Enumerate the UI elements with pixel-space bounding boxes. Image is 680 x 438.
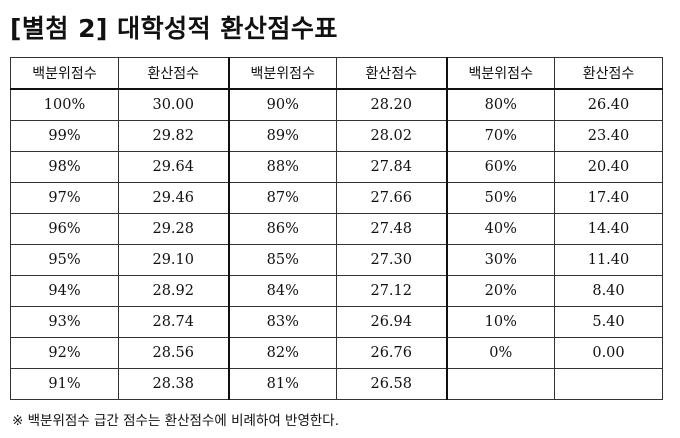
converted-score-cell: 26.40 — [554, 88, 663, 121]
percentile-cell: 50% — [446, 182, 555, 214]
percentile-cell: 93% — [10, 306, 119, 338]
percentile-cell: 90% — [228, 88, 337, 121]
table-row: 98% 29.64 88% 27.84 60% 20.40 — [10, 151, 663, 183]
table-row: 91% 28.38 81% 26.58 — [10, 368, 663, 400]
converted-score-cell: 26.94 — [336, 306, 448, 338]
percentile-cell: 89% — [228, 120, 337, 152]
percentile-cell: 88% — [228, 151, 337, 183]
percentile-cell: 82% — [228, 337, 337, 369]
percentile-cell: 97% — [10, 182, 119, 214]
percentile-cell — [446, 368, 555, 400]
percentile-cell: 81% — [228, 368, 337, 400]
header-converted-score: 환산점수 — [554, 57, 663, 90]
percentile-cell: 99% — [10, 120, 119, 152]
percentile-cell: 80% — [446, 88, 555, 121]
converted-score-cell: 11.40 — [554, 244, 663, 276]
percentile-cell: 40% — [446, 213, 555, 245]
percentile-cell: 91% — [10, 368, 119, 400]
converted-score-cell: 28.74 — [118, 306, 230, 338]
percentile-cell: 94% — [10, 275, 119, 307]
header-converted-score: 환산점수 — [336, 57, 448, 90]
converted-score-cell: 0.00 — [554, 337, 663, 369]
converted-score-cell: 29.82 — [118, 120, 230, 152]
header-converted-score: 환산점수 — [118, 57, 230, 90]
converted-score-cell: 27.66 — [336, 182, 448, 214]
percentile-cell: 60% — [446, 151, 555, 183]
converted-score-cell: 5.40 — [554, 306, 663, 338]
converted-score-cell: 20.40 — [554, 151, 663, 183]
table-row: 92% 28.56 82% 26.76 0% 0.00 — [10, 337, 663, 369]
converted-score-cell: 28.92 — [118, 275, 230, 307]
converted-score-cell: 29.46 — [118, 182, 230, 214]
converted-score-cell: 27.12 — [336, 275, 448, 307]
converted-score-cell: 29.64 — [118, 151, 230, 183]
converted-score-cell: 27.48 — [336, 213, 448, 245]
table-row: 95% 29.10 85% 27.30 30% 11.40 — [10, 244, 663, 276]
percentile-cell: 20% — [446, 275, 555, 307]
header-percentile: 백분위점수 — [446, 57, 555, 90]
converted-score-cell: 17.40 — [554, 182, 663, 214]
header-percentile: 백분위점수 — [228, 57, 337, 90]
converted-score-cell: 28.38 — [118, 368, 230, 400]
table-row: 96% 29.28 86% 27.48 40% 14.40 — [10, 213, 663, 245]
converted-score-cell: 27.30 — [336, 244, 448, 276]
converted-score-cell: 28.56 — [118, 337, 230, 369]
percentile-cell: 84% — [228, 275, 337, 307]
percentile-cell: 100% — [10, 88, 119, 121]
percentile-cell: 98% — [10, 151, 119, 183]
converted-score-cell: 28.20 — [336, 88, 448, 121]
table-header-row: 백분위점수 환산점수 백분위점수 환산점수 백분위점수 환산점수 — [10, 57, 663, 90]
percentile-cell: 87% — [228, 182, 337, 214]
converted-score-cell: 29.10 — [118, 244, 230, 276]
percentile-cell: 96% — [10, 213, 119, 245]
table-row: 97% 29.46 87% 27.66 50% 17.40 — [10, 182, 663, 214]
table-row: 93% 28.74 83% 26.94 10% 5.40 — [10, 306, 663, 338]
converted-score-cell: 30.00 — [118, 88, 230, 121]
converted-score-cell: 23.40 — [554, 120, 663, 152]
percentile-cell: 86% — [228, 213, 337, 245]
percentile-cell: 70% — [446, 120, 555, 152]
percentile-cell: 85% — [228, 244, 337, 276]
percentile-cell: 95% — [10, 244, 119, 276]
footnote: ※ 백분위점수 급간 점수는 환산점수에 비례하여 반영한다. — [12, 413, 340, 429]
converted-score-cell: 26.58 — [336, 368, 448, 400]
percentile-cell: 10% — [446, 306, 555, 338]
converted-score-cell: 27.84 — [336, 151, 448, 183]
converted-score-cell — [554, 368, 663, 400]
header-percentile: 백분위점수 — [10, 57, 119, 90]
converted-score-cell: 8.40 — [554, 275, 663, 307]
converted-score-cell: 26.76 — [336, 337, 448, 369]
percentile-cell: 30% — [446, 244, 555, 276]
table-row: 99% 29.82 89% 28.02 70% 23.40 — [10, 120, 663, 152]
score-conversion-table: 백분위점수 환산점수 백분위점수 환산점수 백분위점수 환산점수 100% 30.… — [10, 57, 663, 400]
converted-score-cell: 29.28 — [118, 213, 230, 245]
converted-score-cell: 14.40 — [554, 213, 663, 245]
percentile-cell: 83% — [228, 306, 337, 338]
table-row: 100% 30.00 90% 28.20 80% 26.40 — [10, 88, 663, 121]
converted-score-cell: 28.02 — [336, 120, 448, 152]
document-title: [별첨 2] 대학성적 환산점수표 — [10, 14, 338, 43]
percentile-cell: 92% — [10, 337, 119, 369]
table-row: 94% 28.92 84% 27.12 20% 8.40 — [10, 275, 663, 307]
percentile-cell: 0% — [446, 337, 555, 369]
